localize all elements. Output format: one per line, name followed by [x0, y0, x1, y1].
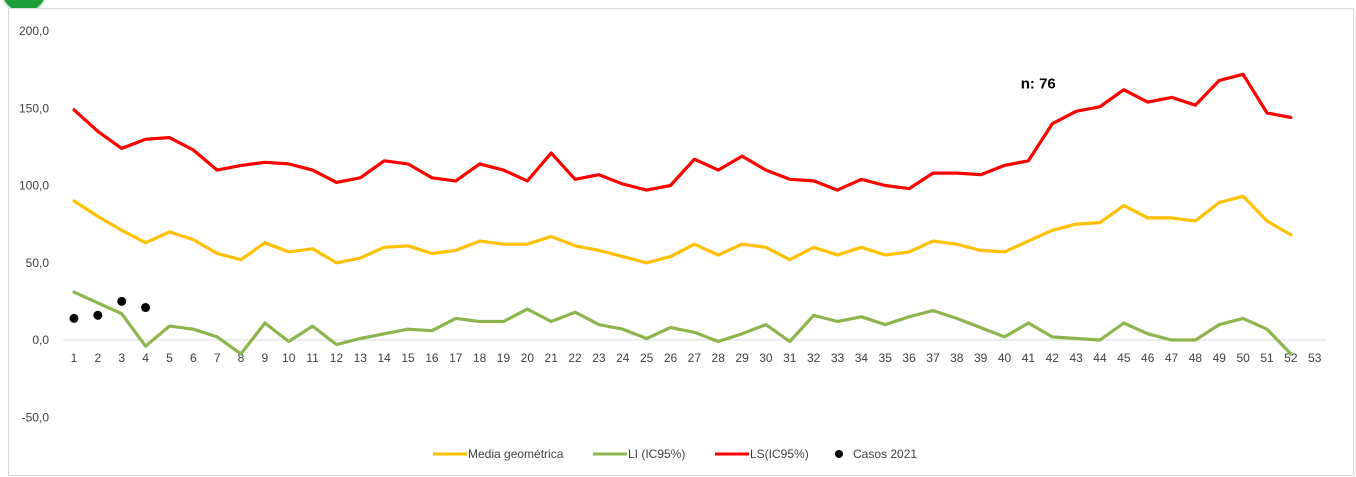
x-tick-label: 10 — [282, 351, 296, 365]
x-tick-label: 24 — [616, 351, 630, 365]
x-tick-label: 36 — [902, 351, 916, 365]
series-line — [72, 72, 1293, 192]
x-tick-label: 16 — [425, 351, 439, 365]
annotations: n: 76 — [1021, 76, 1056, 93]
series-line — [72, 194, 1293, 265]
legend-label: Casos 2021 — [853, 447, 917, 461]
legend-label: LI (IC95%) — [628, 447, 685, 461]
y-tick-label: 150,0 — [19, 101, 49, 115]
x-tick-label: 23 — [592, 351, 606, 365]
series-media-geom-trica — [72, 194, 1293, 265]
x-tick-label: 19 — [497, 351, 511, 365]
x-tick-label: 46 — [1141, 351, 1155, 365]
x-tick-label: 53 — [1308, 351, 1322, 365]
legend-item: LI (IC95%) — [593, 447, 685, 461]
x-axis: 1 2 3 4 5 6 7 8 9 10 11 12 13 14 15 16 17 18 19 20 21 22 23 24 2… — [63, 339, 1327, 365]
series-line — [72, 290, 1293, 356]
legend-item: Casos 2021 — [835, 447, 917, 461]
x-tick-label: 39 — [974, 351, 988, 365]
x-tick-label: 37 — [926, 351, 940, 365]
x-tick-label: 22 — [568, 351, 582, 365]
x-tick-label: 20 — [521, 351, 535, 365]
x-tick-label: 44 — [1093, 351, 1107, 365]
x-tick-label: 1 — [71, 351, 78, 365]
scatter-point — [117, 296, 127, 306]
x-tick-label: 31 — [783, 351, 797, 365]
x-tick-label: 40 — [998, 351, 1012, 365]
x-tick-label: 21 — [545, 351, 559, 365]
y-tick-label: -50,0 — [22, 410, 50, 424]
x-tick-label: 5 — [166, 351, 173, 365]
series-li-ic95- — [72, 290, 1293, 356]
legend-item: LS(IC95%) — [715, 447, 809, 461]
x-tick-label: 12 — [330, 351, 344, 365]
legend-item: Media geométrica — [433, 447, 564, 461]
x-tick-label: 27 — [688, 351, 702, 365]
plot-area — [69, 72, 1293, 356]
x-tick-label: 42 — [1046, 351, 1060, 365]
x-tick-label: 45 — [1117, 351, 1131, 365]
x-tick-label: 51 — [1260, 351, 1274, 365]
scatter-point — [93, 310, 103, 320]
x-tick-label: 35 — [879, 351, 893, 365]
scatter-point — [141, 303, 151, 313]
chart-area: 200,0 150,0 100,0 50,0 0,0 -50,0 1 2 3 4 5 6 7 8 9 10 1… — [8, 8, 1354, 476]
legend-swatch — [835, 450, 843, 458]
x-tick-label: 34 — [855, 351, 869, 365]
x-tick-label: 49 — [1213, 351, 1227, 365]
x-tick-label: 26 — [664, 351, 678, 365]
x-tick-label: 6 — [190, 351, 197, 365]
y-tick-label: 0,0 — [32, 333, 49, 347]
scatter-point — [69, 313, 79, 323]
y-tick-label: 100,0 — [19, 179, 49, 193]
legend-label: Media geométrica — [468, 447, 564, 461]
x-tick-label: 7 — [214, 351, 221, 365]
x-tick-label: 33 — [831, 351, 845, 365]
x-tick-label: 11 — [306, 351, 319, 365]
x-tick-label: 4 — [142, 351, 149, 365]
y-axis: 200,0 150,0 100,0 50,0 0,0 -50,0 — [19, 24, 49, 424]
x-tick-label: 25 — [640, 351, 654, 365]
series-ls-ic95- — [72, 72, 1293, 192]
x-tick-label: 15 — [401, 351, 415, 365]
y-tick-label: 200,0 — [19, 24, 49, 38]
x-tick-label: 17 — [449, 351, 463, 365]
x-tick-label: 13 — [354, 351, 368, 365]
x-tick-label: 28 — [712, 351, 726, 365]
x-tick-label: 29 — [735, 351, 749, 365]
annotation-label: n: 76 — [1021, 76, 1056, 93]
x-tick-label: 8 — [238, 351, 245, 365]
x-tick-label: 47 — [1165, 351, 1179, 365]
x-tick-label: 9 — [262, 351, 269, 365]
x-tick-label: 43 — [1069, 351, 1083, 365]
x-tick-label: 32 — [807, 351, 821, 365]
x-tick-label: 38 — [950, 351, 964, 365]
x-tick-label: 48 — [1189, 351, 1203, 365]
legend: Media geométrica LI (IC95%) LS(IC95%) Casos… — [433, 447, 917, 461]
x-tick-label: 3 — [118, 351, 125, 365]
x-tick-label: 30 — [759, 351, 773, 365]
series-casos-2021 — [69, 296, 151, 323]
x-tick-label: 52 — [1284, 351, 1298, 365]
legend-label: LS(IC95%) — [750, 447, 809, 461]
y-tick-label: 50,0 — [26, 256, 50, 270]
x-tick-label: 41 — [1022, 351, 1036, 365]
x-tick-label: 18 — [473, 351, 487, 365]
x-tick-label: 14 — [378, 351, 392, 365]
x-tick-label: 2 — [95, 351, 102, 365]
x-tick-label: 50 — [1236, 351, 1250, 365]
